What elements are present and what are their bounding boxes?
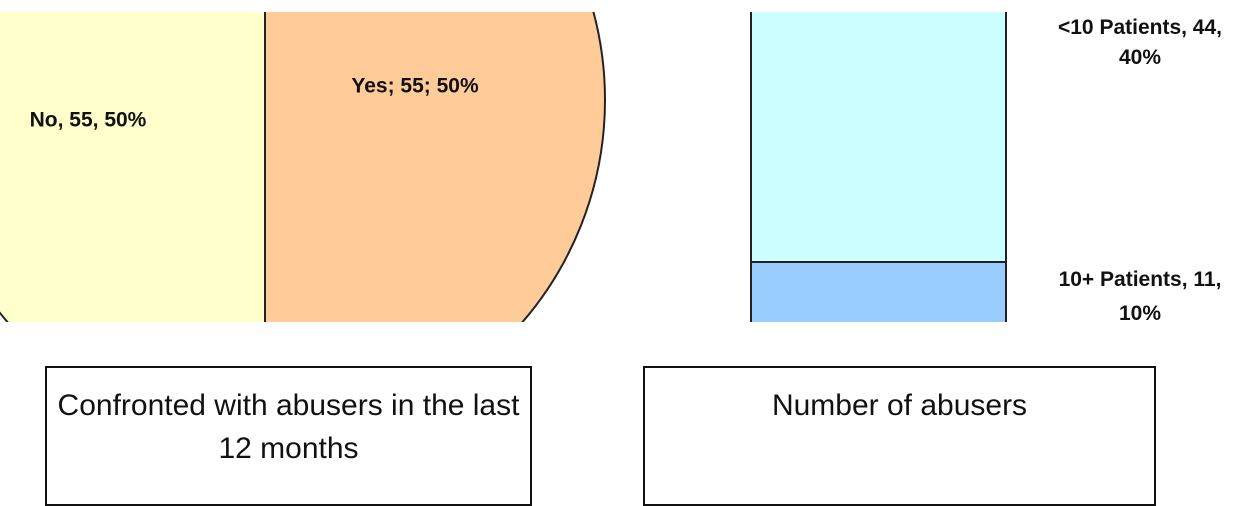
pie-slice <box>0 12 266 322</box>
pie-title: Confronted with abusers in the last 12 m… <box>45 366 532 506</box>
slice-label: Yes; 55; 50% <box>351 75 479 98</box>
slice-label: No, 55, 50% <box>30 109 147 132</box>
segment-label: 10+ Patients, 11, 10% <box>1059 268 1222 325</box>
bar-title: Number of abusers <box>643 366 1156 506</box>
bar-segment <box>750 12 1007 263</box>
bar-segment <box>750 261 1007 322</box>
pie-slice <box>264 12 607 322</box>
charts: No, 55, 50% Yes; 55; 50% <10 Patients, 44… <box>0 12 1222 325</box>
page: No, 55, 50% Yes; 55; 50% <10 Patients, 44… <box>0 12 1223 506</box>
pie-chart: No, 55, 50% Yes; 55; 50% <box>0 12 607 322</box>
bar-chart: <10 Patients, 44, 40% 10+ Patients, 11, 10% <box>750 12 1222 325</box>
segment-label: <10 Patients, 44, 40% <box>1058 16 1222 69</box>
